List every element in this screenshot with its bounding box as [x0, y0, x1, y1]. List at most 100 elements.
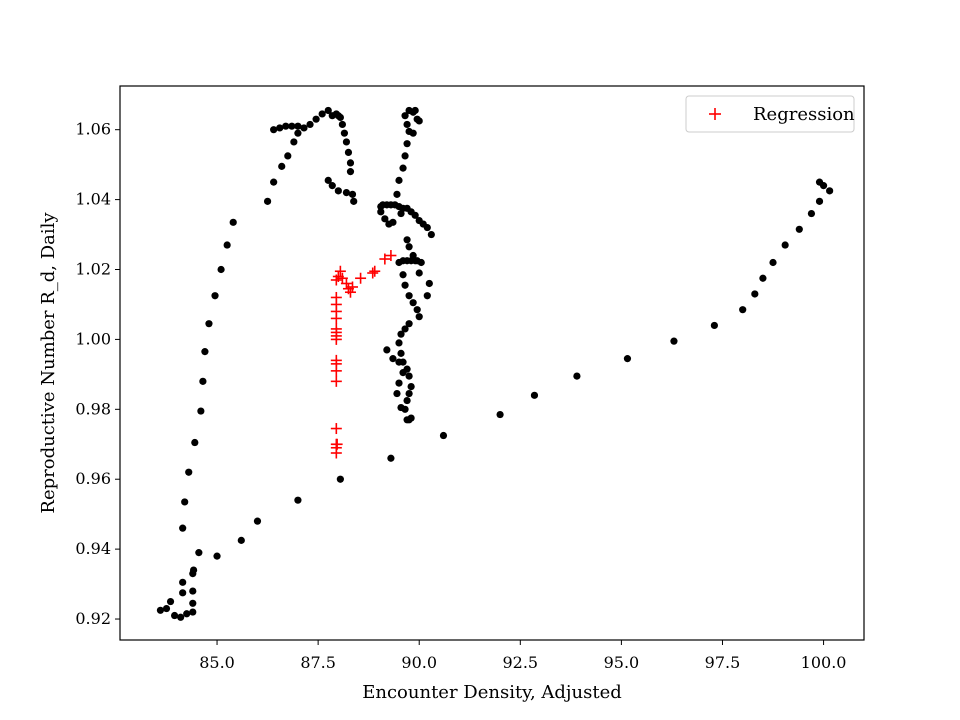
- scatter-point: [328, 182, 336, 190]
- scatter-point: [346, 168, 355, 176]
- scatter-point: [405, 372, 413, 380]
- scatter-point: [423, 292, 431, 300]
- regression-point: [331, 438, 343, 450]
- scatter-point: [530, 391, 539, 399]
- scatter-point: [413, 306, 421, 314]
- scatter-point: [389, 218, 397, 226]
- scatter-point: [795, 225, 803, 233]
- scatter-point: [403, 140, 411, 148]
- scatter-point: [294, 129, 302, 137]
- scatter-point: [397, 349, 405, 357]
- y-tick-label: 1.06: [75, 120, 111, 139]
- regression-point: [330, 423, 342, 435]
- scatter-point: [342, 189, 351, 197]
- scatter-point: [751, 290, 759, 298]
- scatter-point: [411, 106, 419, 115]
- scatter-point: [399, 164, 407, 172]
- scatter-point: [496, 410, 504, 419]
- scatter-point: [395, 358, 403, 366]
- y-axis-ticks: 0.92 0.94 0.96 0.98 1.00 1.02 1.04 1.06: [75, 120, 120, 628]
- scatter-point: [399, 271, 407, 279]
- scatter-point: [411, 211, 419, 219]
- scatter-point: [270, 126, 278, 134]
- scatter-point: [306, 120, 314, 129]
- scatter-point: [294, 122, 302, 130]
- legend-regression-marker: [709, 108, 721, 120]
- legend-box: [685, 95, 855, 133]
- scatter-point: [815, 197, 824, 205]
- scatter-point: [338, 120, 346, 129]
- scatter-point: [415, 117, 423, 125]
- scatter-point: [288, 122, 296, 130]
- scatter-point: [284, 152, 292, 160]
- scatter-point: [387, 454, 395, 462]
- scatter-point: [401, 112, 409, 120]
- scatter-point: [623, 355, 632, 363]
- scatter-point: [170, 611, 179, 620]
- legend-plus-mark: [709, 108, 721, 120]
- scatter-point: [183, 610, 191, 618]
- x-axis-ticks: 85.0 87.5 90.0 92.5 95.0 97.5 100.0: [199, 640, 846, 672]
- scatter-point: [324, 106, 332, 115]
- scatter-point: [395, 176, 403, 184]
- x-tick-label: 97.5: [705, 653, 741, 672]
- scatter-point: [217, 265, 225, 274]
- scatter-point: [294, 496, 302, 504]
- scatter-point: [189, 566, 198, 574]
- scatter-point: [197, 407, 205, 415]
- scatter-point: [405, 243, 413, 251]
- scatter-point: [282, 122, 290, 130]
- scatter-point: [348, 190, 357, 198]
- regression-point: [344, 286, 356, 298]
- scatter-point: [336, 113, 344, 122]
- scatter-point: [381, 215, 389, 223]
- scatter-point: [177, 613, 185, 621]
- regression-point: [334, 265, 346, 277]
- scatter-point: [318, 110, 326, 118]
- scatter-point: [290, 138, 298, 146]
- scatter-point: [395, 379, 403, 387]
- scatter-point: [253, 517, 262, 525]
- scatter-point: [401, 281, 409, 289]
- y-tick-label: 1.04: [75, 190, 111, 209]
- scatter-point: [409, 129, 417, 137]
- scatter-point: [807, 209, 816, 218]
- scatter-point: [759, 274, 767, 282]
- scatter-point: [336, 475, 344, 483]
- scatter-point: [229, 218, 237, 226]
- scatter-point: [300, 124, 308, 132]
- scatter-point: [389, 355, 397, 363]
- scatter-point: [377, 208, 385, 216]
- scatter-point: [195, 549, 203, 557]
- y-tick-label: 0.94: [75, 539, 111, 558]
- scatter-point: [191, 438, 199, 447]
- regression-point: [330, 291, 342, 303]
- scatter-point: [395, 339, 403, 347]
- regression-point: [369, 265, 381, 277]
- scatter-point: [399, 369, 407, 377]
- regression-point: [347, 281, 358, 293]
- scatter-point: [407, 382, 415, 391]
- scatter-point: [710, 321, 718, 330]
- scatter-point: [324, 176, 332, 184]
- scatter-point: [211, 292, 219, 300]
- scatter-point: [397, 403, 405, 412]
- scatter-point: [334, 187, 342, 195]
- x-tick-label: 92.5: [502, 653, 538, 672]
- scatter-point: [340, 129, 349, 137]
- scatter-point: [401, 152, 409, 160]
- scatter-point: [573, 372, 581, 380]
- scatter-point: [276, 124, 284, 132]
- x-tick-label: 87.5: [300, 653, 336, 672]
- scatter-point: [278, 162, 286, 170]
- scatter-point: [781, 241, 789, 249]
- scatter-point: [769, 258, 777, 267]
- scatter-point: [425, 279, 433, 288]
- scatter-point: [407, 414, 415, 422]
- scatter-point: [403, 396, 411, 405]
- scatter-point: [427, 230, 435, 239]
- scatter-point: [223, 241, 231, 249]
- scatter-point: [405, 389, 413, 398]
- scatter-point: [162, 604, 171, 613]
- scatter-point: [346, 159, 355, 167]
